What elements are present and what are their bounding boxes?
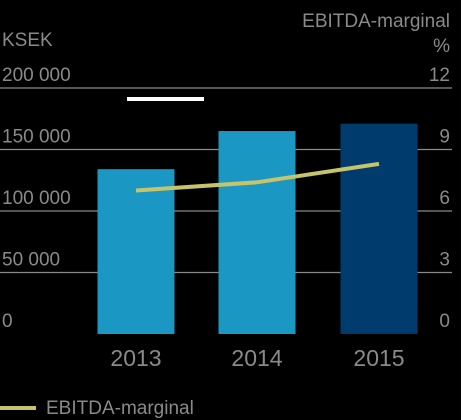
left-axis-tick-label: 200 000 — [2, 65, 71, 86]
left-axis-tick-label: 100 000 — [2, 188, 71, 209]
left-axis-tick-labels: 0 50 000 100 000 150 000 200 000 — [2, 65, 71, 332]
bars — [97, 123, 418, 334]
x-axis-tick-labels: 2013 2014 2015 — [110, 345, 404, 371]
x-axis-label-2014: 2014 — [231, 345, 282, 371]
right-axis-tick-label: 3 — [439, 250, 450, 271]
bar-2015 — [340, 123, 418, 334]
left-axis-unit-label: KSEK — [2, 30, 53, 51]
left-axis-tick-label: 0 — [2, 311, 13, 332]
x-axis-label-2013: 2013 — [110, 345, 161, 371]
right-axis-title: EBITDA-marginal — [302, 11, 450, 32]
right-axis-tick-label: 12 — [429, 65, 450, 86]
right-axis-tick-labels: 0 3 6 9 12 — [429, 65, 450, 332]
legend-label: EBITDA-marginal — [46, 398, 194, 419]
bar-2014 — [218, 131, 296, 334]
ebitda-margin-line — [135, 161, 380, 193]
left-axis-tick-label: 150 000 — [2, 127, 71, 148]
right-axis-tick-label: 9 — [439, 127, 450, 148]
right-axis-tick-label: 0 — [439, 311, 450, 332]
left-axis-tick-label: 50 000 — [2, 250, 60, 271]
bar-2013 — [97, 169, 175, 334]
right-axis-tick-label: 6 — [439, 188, 450, 209]
right-axis-unit-label: % — [433, 36, 450, 57]
x-axis-label-2015: 2015 — [353, 345, 404, 371]
